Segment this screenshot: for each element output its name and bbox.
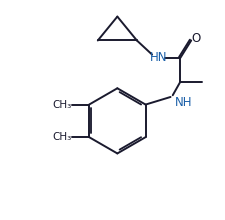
Text: CH₃: CH₃ — [52, 132, 71, 142]
Text: O: O — [190, 32, 199, 45]
Text: NH: NH — [174, 96, 191, 109]
Text: HN: HN — [149, 51, 167, 64]
Text: CH₃: CH₃ — [52, 100, 71, 110]
